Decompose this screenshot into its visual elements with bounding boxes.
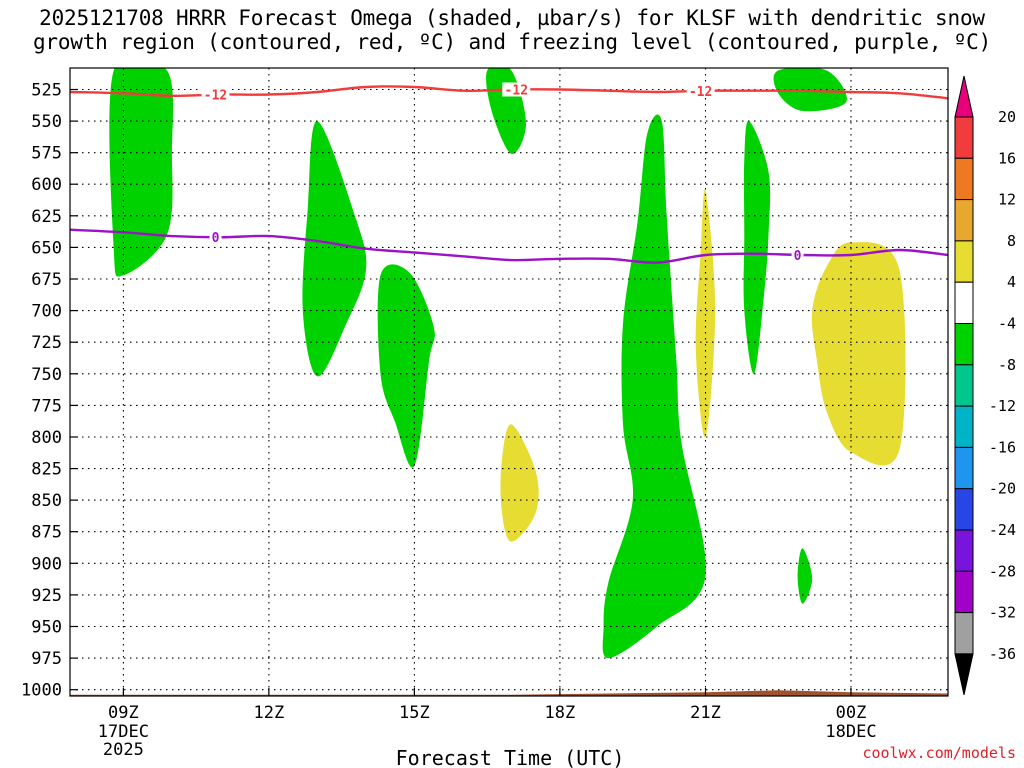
y-tick-label-850: 850	[31, 491, 62, 511]
y-tick-label-650: 650	[31, 238, 62, 258]
colorbar-bin-1	[954, 116, 974, 159]
snow-growth-contour-label-bg-0	[201, 87, 230, 102]
omega-region-1	[302, 121, 367, 377]
colorbar-label-1: 16	[998, 149, 1016, 167]
colorbar-bin-2	[954, 157, 974, 201]
omega-region-5	[743, 120, 771, 374]
x-tick-year-09Z: 2025	[103, 740, 144, 760]
colorbar-label-6: -8	[998, 356, 1016, 374]
y-tick-label-925: 925	[31, 586, 62, 606]
y-tick-label-975: 975	[31, 649, 62, 669]
y-tick-label-700: 700	[31, 302, 62, 322]
omega-region-9	[811, 242, 906, 466]
colorbar-label-13: -36	[989, 645, 1016, 663]
y-tick-label-725: 725	[31, 333, 62, 353]
omega-region-4	[602, 114, 706, 659]
freezing-level-contour-line	[70, 228, 948, 264]
grid-lines	[70, 68, 948, 696]
x-tick-label-09Z: 09Z	[108, 703, 139, 723]
snow-growth-contour-label-2: -12	[689, 85, 712, 100]
colorbar-label-10: -24	[989, 521, 1016, 539]
snow-growth-contour-label-1: -12	[505, 84, 528, 99]
colorbar-label-5: -4	[998, 315, 1016, 333]
colorbar-label-0: 20	[998, 108, 1016, 126]
snow-growth-contour-label-0: -12	[204, 89, 227, 104]
omega-shading	[70, 68, 948, 696]
y-tick-label-525: 525	[31, 81, 62, 101]
colorbar-label-9: -20	[989, 480, 1016, 498]
colorbar: 20 16 12 8 4 -4 -8 -12 -16 -20 -24 -28 -32 -36	[954, 75, 1016, 696]
y-tick-label-625: 625	[31, 207, 62, 227]
colorbar-label-11: -28	[989, 562, 1016, 580]
colorbar-bin-10	[954, 488, 974, 531]
x-tick-label-18Z: 18Z	[545, 703, 576, 723]
y-axis: 525 550 575 600 625 650 675 700 725 750 775 800 825 8…	[21, 81, 78, 701]
colorbar-bin-8	[954, 405, 974, 448]
colorbar-bin-12	[954, 570, 974, 614]
freezing-level-contour-label-1: 0	[794, 249, 802, 264]
colorbar-label-4: 4	[1007, 273, 1016, 291]
chart-title: 2025121708 HRRR Forecast Omega (shaded, …	[0, 6, 1024, 54]
x-tick-label-00Z: 00Z	[836, 703, 867, 723]
x-axis-label: Forecast Time (UTC)	[396, 746, 625, 768]
colorbar-bin-11	[954, 529, 974, 572]
terrain-surface	[70, 690, 948, 696]
y-tick-label-550: 550	[31, 112, 62, 132]
x-tick-label-21Z: 21Z	[690, 703, 721, 723]
colorbar-label-12: -32	[989, 604, 1016, 622]
colorbar-arrow-bottom	[954, 653, 974, 696]
x-tick-date-00Z: 18DEC	[825, 722, 876, 742]
snow-growth-contour-label-bg-2	[686, 83, 715, 98]
x-tick-label-15Z: 15Z	[399, 703, 430, 723]
x-tick-label-12Z: 12Z	[254, 703, 285, 723]
y-tick-label-1000: 1000	[21, 681, 62, 701]
contour-labels: -12 -12 -12 0 0	[201, 82, 804, 264]
title-line-1: 2025121708 HRRR Forecast Omega (shaded, …	[39, 6, 985, 30]
freezing-level-contour-label-bg-1	[791, 247, 804, 262]
freezing-level-contour-label-0: 0	[212, 231, 220, 246]
colorbar-label-2: 12	[998, 191, 1016, 209]
colorbar-bin-9	[954, 446, 974, 490]
y-tick-label-750: 750	[31, 365, 62, 385]
y-tick-label-775: 775	[31, 396, 62, 416]
snow-growth-contour-label-bg-1	[502, 82, 531, 97]
colorbar-arrow-top	[954, 75, 974, 118]
colorbar-label-8: -16	[989, 438, 1016, 456]
omega-region-6	[773, 68, 847, 112]
y-tick-label-950: 950	[31, 618, 62, 638]
colorbar-label-7: -12	[989, 397, 1016, 415]
omega-region-8	[695, 189, 716, 438]
omega-region-3	[485, 68, 526, 154]
colorbar-bin-3	[954, 199, 974, 242]
y-tick-label-900: 900	[31, 554, 62, 574]
colorbar-bin-7	[954, 364, 974, 407]
colorbar-bin-13	[954, 612, 974, 655]
omega-region-7	[797, 548, 813, 604]
y-tick-label-600: 600	[31, 175, 62, 195]
omega-region-0	[109, 68, 174, 277]
credit-text: coolwx.com/models	[862, 744, 1016, 762]
colorbar-bin-6	[954, 323, 974, 366]
y-tick-label-875: 875	[31, 523, 62, 543]
freezing-level-contour-label-bg-0	[209, 230, 222, 245]
title-line-2: growth region (contoured, red, ºC) and f…	[32, 30, 992, 54]
y-tick-label-675: 675	[31, 270, 62, 290]
y-tick-label-800: 800	[31, 428, 62, 448]
colorbar-label-3: 8	[1007, 232, 1016, 250]
x-tick-date-09Z: 17DEC	[98, 722, 149, 742]
omega-region-2	[377, 264, 435, 468]
plot-frame	[69, 67, 949, 697]
colorbar-bin-4	[954, 240, 974, 283]
colorbar-bin-5	[954, 281, 974, 325]
y-tick-label-575: 575	[31, 144, 62, 164]
y-tick-label-825: 825	[31, 460, 62, 480]
omega-region-10	[500, 424, 539, 542]
